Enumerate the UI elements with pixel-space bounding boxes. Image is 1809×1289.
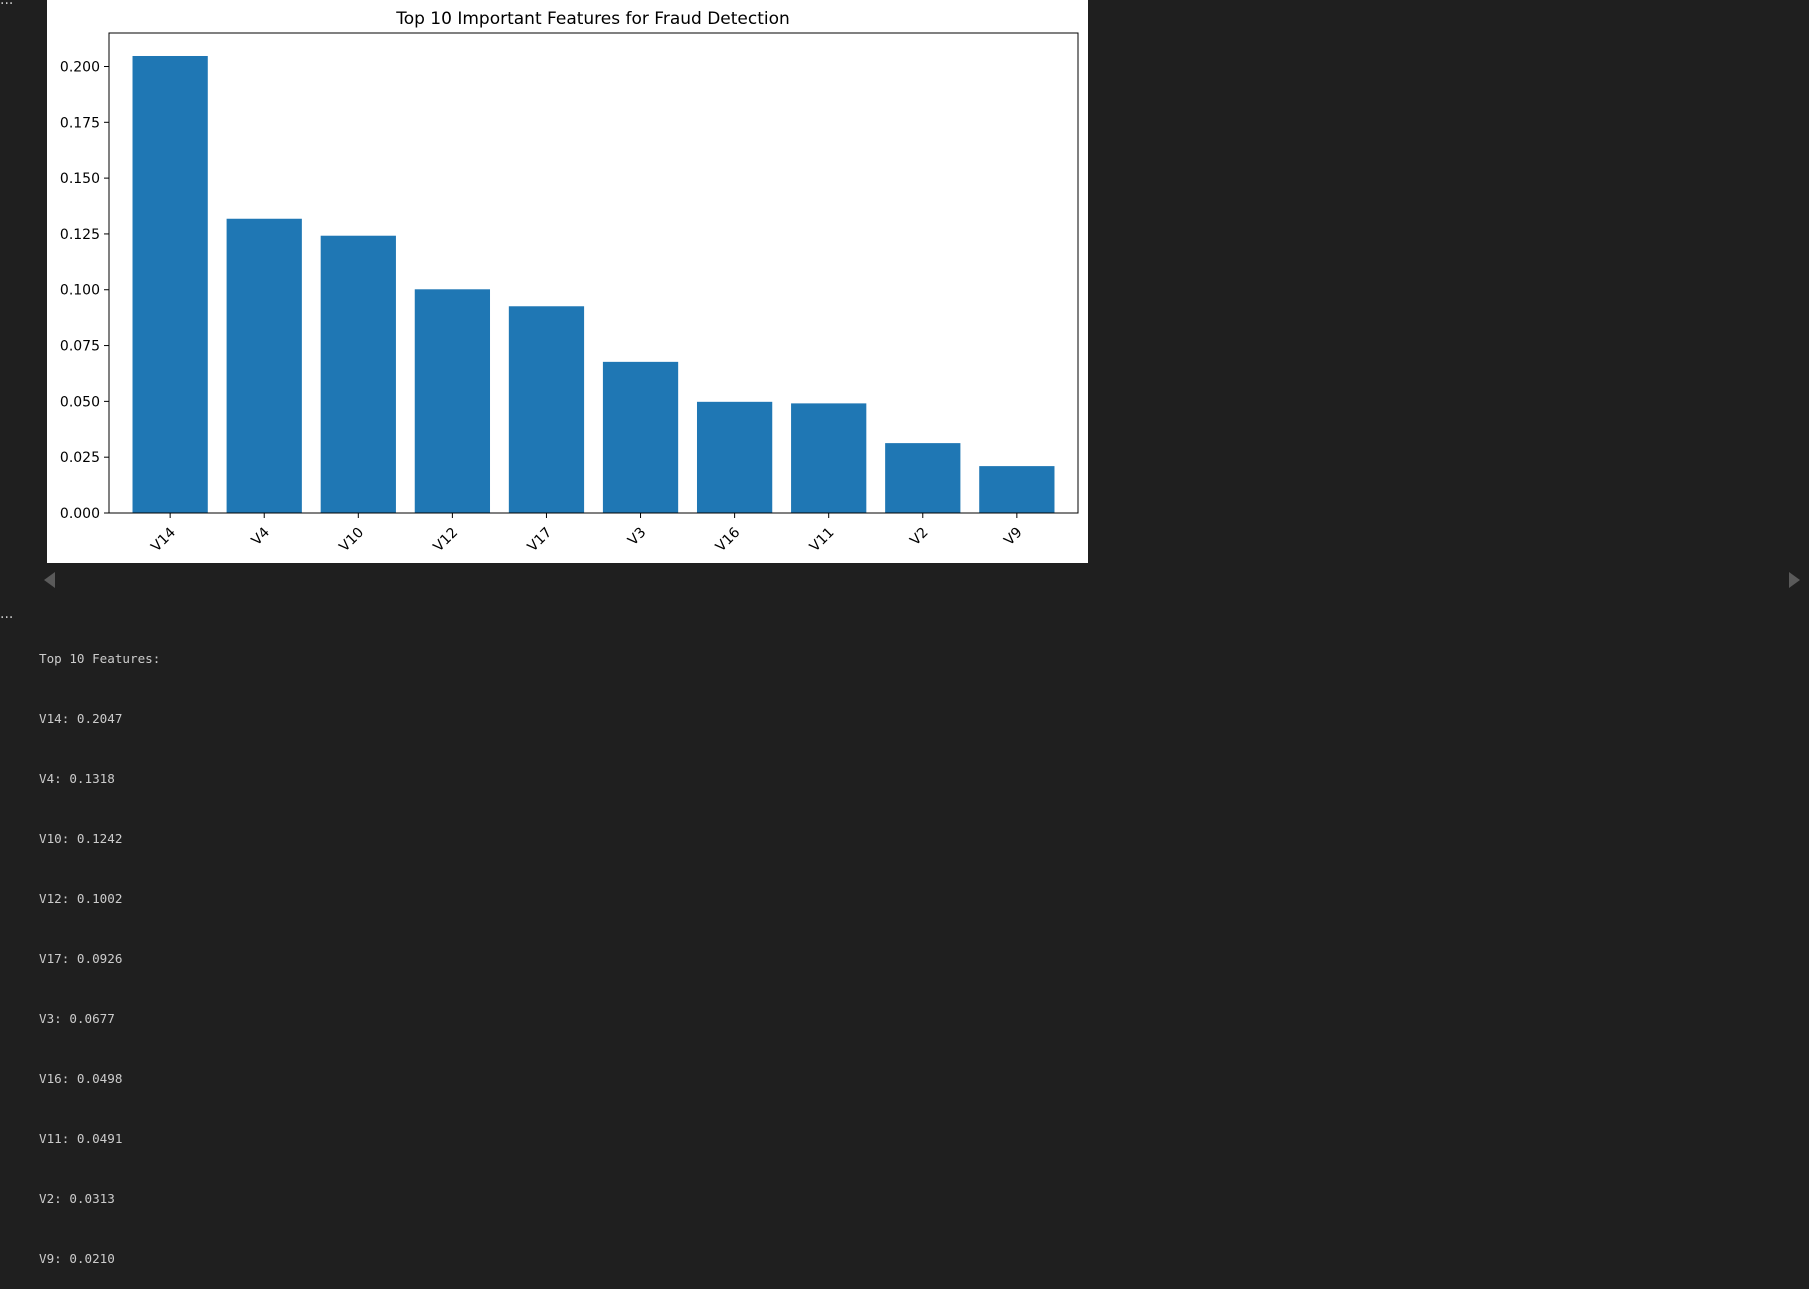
chart-output: Top 10 Important Features for Fraud Dete… — [47, 0, 1088, 563]
output-line: V2: 0.0313 — [39, 1191, 115, 1206]
x-tick-label: V14 — [148, 524, 179, 555]
x-axis: V14 V4 V10 V12 V17 V3 V16 V11 V2 V9 — [148, 513, 1026, 556]
y-tick-label: 0.100 — [60, 283, 100, 299]
y-tick-label: 0.050 — [60, 394, 100, 410]
output-line: V10: 0.1242 — [39, 831, 123, 846]
output-line: V16: 0.0498 — [39, 1071, 123, 1086]
y-tick-label: 0.175 — [60, 115, 100, 131]
y-tick-label: 0.000 — [60, 506, 100, 522]
x-tick-label: V2 — [907, 525, 931, 549]
y-tick-label: 0.025 — [60, 450, 100, 466]
y-tick-label: 0.150 — [60, 171, 100, 187]
bar-v11 — [791, 403, 867, 513]
output-line: V14: 0.2047 — [39, 711, 123, 726]
bar-v2 — [885, 443, 961, 513]
bar-v16 — [696, 401, 773, 513]
x-tick-label: V10 — [336, 525, 367, 556]
cell-menu-icon[interactable]: ··· — [0, 610, 14, 626]
bar-chart: Top 10 Important Features for Fraud Dete… — [60, 9, 1079, 556]
output-line: V11: 0.0491 — [39, 1131, 123, 1146]
x-tick-label: V11 — [807, 525, 838, 556]
bar-v14 — [132, 55, 208, 513]
bars — [132, 55, 1055, 513]
output-heading: Top 10 Features: — [39, 651, 161, 666]
x-tick-label: V17 — [525, 525, 556, 556]
bar-v17 — [508, 306, 585, 513]
x-tick-label: V4 — [249, 524, 273, 548]
bar-v9 — [979, 466, 1055, 513]
y-axis: 0.000 0.025 0.050 0.075 0.100 0.125 0.150 0.175… — [60, 59, 109, 522]
output-line: V9: 0.0210 — [39, 1251, 115, 1266]
x-tick-label: V3 — [625, 525, 649, 549]
bar-v10 — [320, 235, 396, 513]
scroll-right-icon[interactable] — [1789, 572, 1800, 588]
cell-menu-icon[interactable]: ··· — [0, 0, 14, 12]
y-tick-label: 0.075 — [60, 339, 100, 355]
output-line: V12: 0.1002 — [39, 891, 123, 906]
scroll-left-icon[interactable] — [44, 572, 55, 588]
y-tick-label: 0.125 — [60, 227, 100, 243]
x-tick-label: V16 — [713, 524, 744, 555]
output-line: V4: 0.1318 — [39, 771, 115, 786]
stdout-output: Top 10 Features: V14: 0.2047 V4: 0.1318 … — [39, 609, 160, 1289]
output-line: V3: 0.0677 — [39, 1011, 115, 1026]
y-tick-label: 0.200 — [60, 59, 100, 75]
bar-v12 — [414, 289, 491, 513]
chart-title: Top 10 Important Features for Fraud Dete… — [395, 9, 790, 29]
bar-v4 — [226, 218, 302, 513]
x-tick-label: V12 — [431, 525, 462, 556]
bar-v3 — [602, 361, 679, 513]
x-tick-label: V9 — [1001, 525, 1025, 549]
output-line: V17: 0.0926 — [39, 951, 123, 966]
plot-frame — [108, 32, 1079, 514]
